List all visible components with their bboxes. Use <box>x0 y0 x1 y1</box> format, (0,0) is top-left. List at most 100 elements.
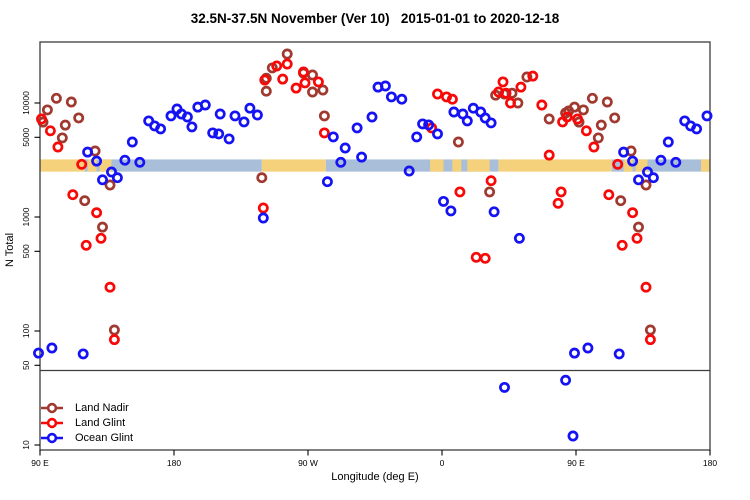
data-point <box>497 76 509 88</box>
data-point <box>67 189 79 201</box>
data-point <box>52 141 64 153</box>
data-point <box>647 172 659 184</box>
data-point <box>281 48 293 60</box>
data-point <box>321 176 333 188</box>
data-point <box>317 84 329 96</box>
x-tick-label: 90 E <box>31 458 49 468</box>
data-point <box>229 110 241 122</box>
y-tick-label: 500 <box>21 244 31 258</box>
plot-frame <box>39 41 711 451</box>
data-point <box>318 127 330 139</box>
data-point <box>65 96 77 108</box>
data-point <box>642 166 653 178</box>
data-point <box>335 156 347 168</box>
data-point <box>644 324 656 336</box>
data-point <box>555 186 567 198</box>
data-point <box>199 99 211 111</box>
coastline-band-land-patch <box>623 159 633 172</box>
data-point <box>56 132 68 144</box>
data-point <box>307 86 318 98</box>
data-point <box>41 104 53 116</box>
data-point <box>108 334 120 346</box>
data-point <box>446 93 458 105</box>
data-point <box>259 74 271 86</box>
data-point <box>91 207 103 219</box>
data-point <box>627 155 639 167</box>
data-point <box>281 58 293 70</box>
data-point <box>50 92 62 104</box>
series-ocean-glint <box>33 80 713 442</box>
data-point <box>396 93 408 105</box>
data-point <box>73 112 85 124</box>
data-point <box>454 186 466 198</box>
data-point <box>618 146 630 158</box>
legend-label-land-glint: Land Glint <box>75 416 126 429</box>
y-tick-label: 5000 <box>21 128 31 147</box>
data-point <box>479 252 491 264</box>
x-tick-label: 0 <box>440 458 445 468</box>
data-point <box>586 92 598 104</box>
coastline-band-land-patch <box>452 159 462 172</box>
data-point <box>417 118 429 130</box>
data-point <box>260 85 272 97</box>
data-point <box>567 430 579 442</box>
data-point <box>527 70 539 82</box>
data-point <box>33 347 44 359</box>
series-land-nadir <box>37 48 656 336</box>
legend-label-land-nadir: Land Nadir <box>75 401 129 414</box>
data-point <box>595 119 607 131</box>
data-point <box>560 374 572 386</box>
data-point <box>603 189 615 201</box>
data-point <box>339 142 351 154</box>
data-point <box>662 136 674 148</box>
chart-title: 32.5N-37.5N November (Ver 10) 2015-01-01… <box>190 11 560 26</box>
data-point <box>106 166 117 178</box>
data-point <box>470 251 482 263</box>
data-point <box>461 115 473 127</box>
data-point <box>366 111 378 123</box>
legend-label-ocean-glint: Ocean Glint <box>75 431 134 444</box>
data-point <box>155 123 167 135</box>
coastline-band-land-patch <box>467 159 490 172</box>
data-point <box>432 128 443 140</box>
data-point <box>499 381 510 393</box>
data-point <box>356 151 368 163</box>
data-point <box>318 110 330 122</box>
data-point <box>77 348 89 360</box>
legend-item-land-nadir: Land Nadir <box>41 400 133 415</box>
data-point <box>612 158 624 170</box>
data-point <box>515 81 527 93</box>
coastline-band-land <box>40 159 85 172</box>
data-point <box>79 195 91 207</box>
coastline-band-land-patch <box>635 159 648 172</box>
data-point <box>97 221 108 233</box>
x-tick-label: 180 <box>703 458 717 468</box>
data-point <box>119 154 131 166</box>
data-point <box>59 119 71 131</box>
data-point <box>312 76 324 88</box>
data-point <box>580 125 592 137</box>
data-point <box>186 121 198 133</box>
data-point <box>238 116 250 128</box>
data-point <box>111 172 123 184</box>
coastline-band-land-patch <box>87 159 97 172</box>
y-axis-title: N Total <box>4 232 16 268</box>
data-point <box>423 119 435 131</box>
data-point <box>126 136 138 148</box>
data-point <box>82 146 94 158</box>
data-point <box>411 131 423 143</box>
data-point <box>432 88 443 100</box>
land-glint-marker-icon <box>41 417 63 428</box>
data-point <box>438 195 449 207</box>
data-point <box>644 334 656 346</box>
data-point <box>257 202 269 214</box>
data-point <box>385 91 397 103</box>
data-point <box>244 102 256 114</box>
data-point <box>572 113 583 125</box>
data-point <box>448 106 460 118</box>
coastline-band-land-patch <box>701 159 710 172</box>
data-point <box>165 110 177 122</box>
data-point <box>44 125 56 137</box>
